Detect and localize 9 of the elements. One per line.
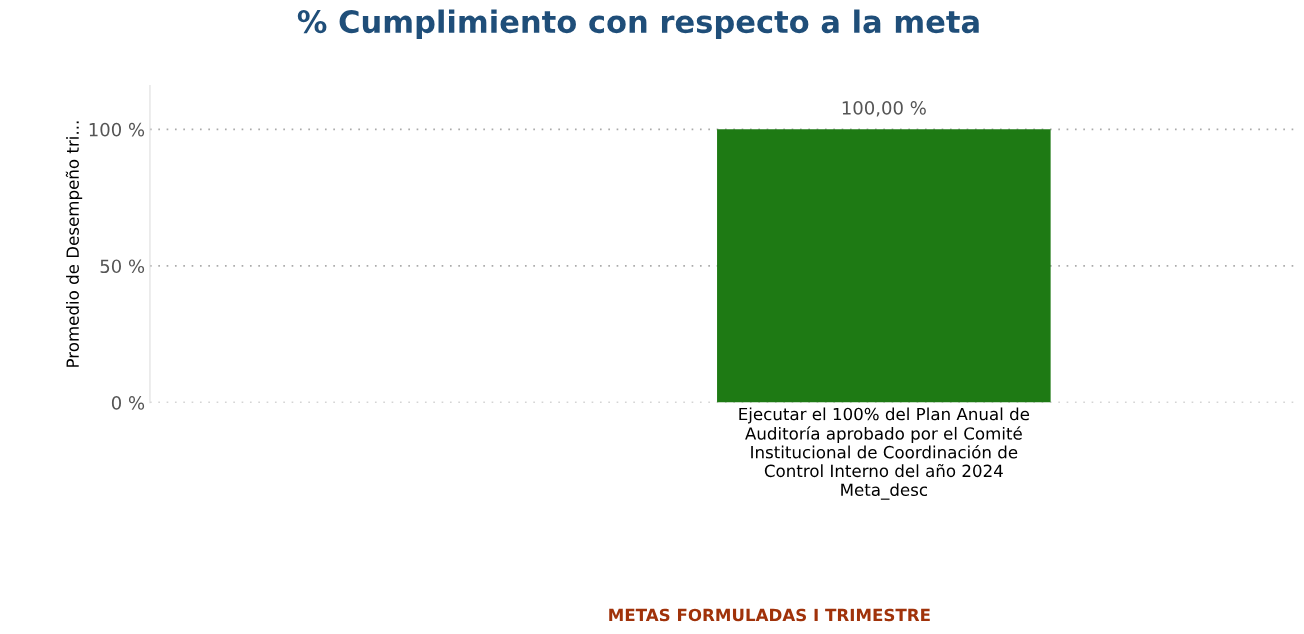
y-tick-label: 0 % [111, 396, 145, 410]
chart-title: % Cumplimiento con respecto a la meta [297, 9, 979, 40]
y-axis-title: Promedio de Desempeño tri... [65, 121, 83, 367]
text: METAS FORMULADAS I TRIMESTRE [609, 608, 930, 622]
x-tick-label: Ejecutar el 100% del Plan Anual de Auditoría aprobado por el Comité Institucional de Coordinación de Control Interno del año 2024 [739, 407, 1030, 478]
x-axis-title: Meta_desc [841, 483, 927, 500]
data-label: 100,00 % [842, 101, 926, 117]
y-tick-label: 50 % [100, 259, 145, 274]
y-tick-label: 100 % [89, 122, 145, 137]
